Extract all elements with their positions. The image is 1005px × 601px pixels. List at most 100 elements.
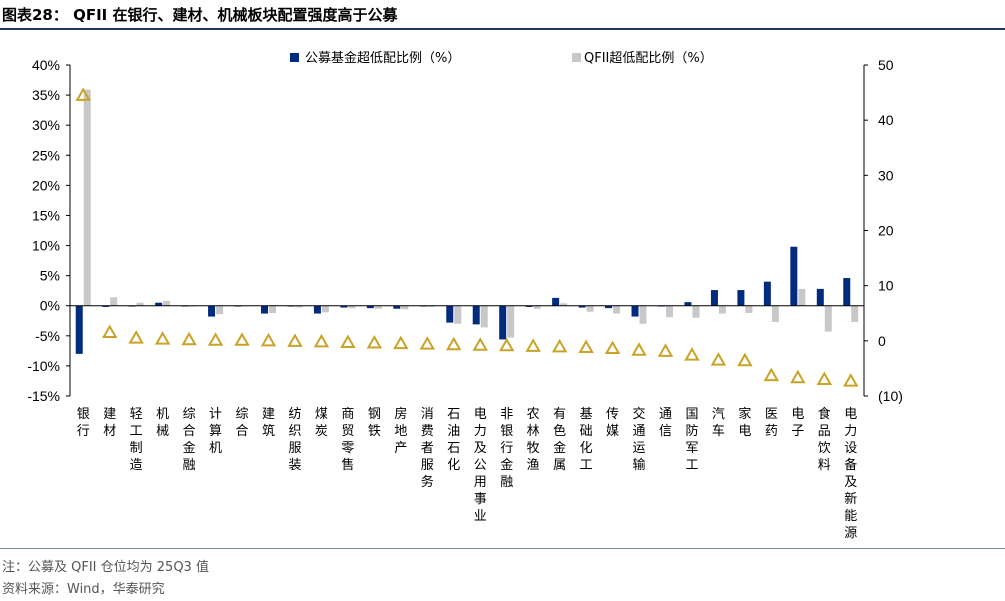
qfii-bar bbox=[851, 305, 859, 322]
left-tick-label: 35% bbox=[32, 87, 60, 103]
triangle-marker bbox=[763, 367, 780, 382]
qfii-bar bbox=[163, 300, 171, 306]
qfii-bar bbox=[83, 89, 91, 306]
legend-swatch-fund bbox=[290, 53, 299, 62]
triangle-marker bbox=[393, 335, 409, 350]
fund-bar bbox=[446, 305, 454, 323]
fund-bar bbox=[816, 288, 824, 306]
qfii-bar bbox=[427, 305, 435, 307]
qfii-bar bbox=[401, 305, 409, 310]
triangle-marker bbox=[710, 352, 727, 366]
triangle-marker bbox=[234, 332, 250, 346]
qfii-bar bbox=[507, 305, 515, 338]
triangle-marker bbox=[287, 333, 303, 347]
fund-bar bbox=[102, 305, 110, 307]
qfii-bar bbox=[745, 305, 753, 313]
category-label: 机械 bbox=[156, 407, 169, 439]
triangle-marker bbox=[472, 337, 488, 351]
triangle-marker bbox=[790, 369, 806, 384]
right-tick-label: 20 bbox=[878, 223, 894, 239]
category-label: 基础化工 bbox=[580, 407, 593, 473]
category-label: 综合金融 bbox=[183, 407, 196, 473]
triangle-marker bbox=[340, 334, 356, 348]
category-label: 建材 bbox=[103, 407, 116, 439]
fund-bar bbox=[843, 278, 851, 306]
left-tick-label: 15% bbox=[32, 207, 60, 223]
title-rule bbox=[0, 28, 1005, 30]
qfii-bar bbox=[136, 302, 144, 306]
qfii-bar bbox=[295, 305, 303, 308]
qfii-bar bbox=[454, 305, 462, 324]
triangle-marker bbox=[313, 333, 330, 348]
qfii-bar bbox=[639, 305, 647, 324]
category-label: 电子 bbox=[791, 407, 804, 439]
right-tick-label: 0 bbox=[878, 333, 886, 349]
qfii-bar bbox=[269, 305, 276, 313]
triangle-marker bbox=[446, 336, 462, 351]
category-label: 汽车 bbox=[712, 407, 725, 439]
triangle-marker bbox=[128, 330, 144, 344]
category-label: 石油石化 bbox=[447, 407, 460, 473]
category-label: 医药 bbox=[765, 407, 778, 439]
triangle-marker bbox=[631, 342, 647, 356]
triangle-marker bbox=[101, 324, 118, 339]
category-label: 食品饮料 bbox=[818, 406, 831, 473]
triangle-marker bbox=[684, 347, 700, 361]
left-tick-label: -10% bbox=[27, 358, 60, 374]
fund-bar bbox=[313, 305, 321, 314]
qfii-bar bbox=[824, 305, 832, 332]
category-label: 传媒 bbox=[606, 407, 619, 439]
qfii-bar bbox=[771, 305, 779, 322]
fund-bar bbox=[261, 305, 268, 314]
category-label: 纺织服装 bbox=[288, 407, 301, 473]
triangle-marker bbox=[816, 371, 833, 385]
right-tick-label: 50 bbox=[878, 57, 894, 73]
legend-label-qfii: QFII超低配比例（%） bbox=[584, 51, 713, 66]
triangle-marker bbox=[657, 343, 674, 357]
fund-bar bbox=[75, 305, 83, 354]
category-label: 建筑 bbox=[262, 407, 275, 439]
qfii-bar bbox=[666, 305, 673, 318]
category-label: 轻工制造 bbox=[130, 407, 143, 473]
qfii-bar bbox=[692, 305, 700, 318]
footnote: 注：公募及 QFII 仓位均为 25Q3 值 bbox=[2, 560, 209, 575]
triangle-marker bbox=[551, 338, 568, 353]
triangle-marker bbox=[525, 338, 541, 352]
qfii-bar bbox=[216, 305, 224, 315]
category-label: 非银行金融 bbox=[500, 407, 513, 490]
qfii-bar bbox=[798, 288, 806, 306]
category-label: 家电 bbox=[738, 406, 751, 439]
fund-bar bbox=[525, 305, 533, 307]
triangle-marker bbox=[181, 331, 197, 346]
qfii-bar bbox=[480, 305, 488, 328]
triangle-marker bbox=[578, 339, 594, 353]
qfii-bar bbox=[613, 305, 621, 314]
qfii-bar bbox=[348, 305, 356, 309]
footer-rule bbox=[0, 548, 1005, 549]
fund-bar bbox=[605, 305, 613, 309]
fund-bar bbox=[763, 281, 771, 306]
category-label: 交通运输 bbox=[633, 406, 646, 473]
fund-bar bbox=[790, 246, 798, 306]
triangle-marker bbox=[207, 332, 224, 346]
triangle-marker bbox=[75, 87, 91, 101]
left-tick-label: 40% bbox=[32, 57, 60, 73]
right-tick-label: 30 bbox=[878, 167, 894, 183]
category-label: 商贸零售 bbox=[341, 407, 354, 473]
qfii-bar bbox=[560, 303, 568, 306]
category-label: 农林牧渔 bbox=[527, 407, 540, 473]
category-label: 通信 bbox=[659, 407, 672, 439]
fund-bar bbox=[366, 305, 374, 309]
category-label: 钢铁 bbox=[368, 407, 381, 439]
category-label: 房地产 bbox=[394, 406, 407, 456]
left-tick-label: 0% bbox=[40, 298, 60, 314]
qfii-bar bbox=[718, 305, 726, 314]
triangle-marker bbox=[260, 332, 277, 347]
qfii-bar bbox=[110, 297, 118, 306]
fund-bar bbox=[578, 305, 586, 308]
fund-bar bbox=[472, 305, 480, 325]
category-label: 煤炭 bbox=[315, 407, 328, 439]
triangle-marker bbox=[737, 352, 753, 367]
figure-title: 图表28： QFII 在银行、建材、机械板块配置强度高于公募 bbox=[2, 6, 398, 24]
left-tick-label: 10% bbox=[32, 238, 60, 254]
